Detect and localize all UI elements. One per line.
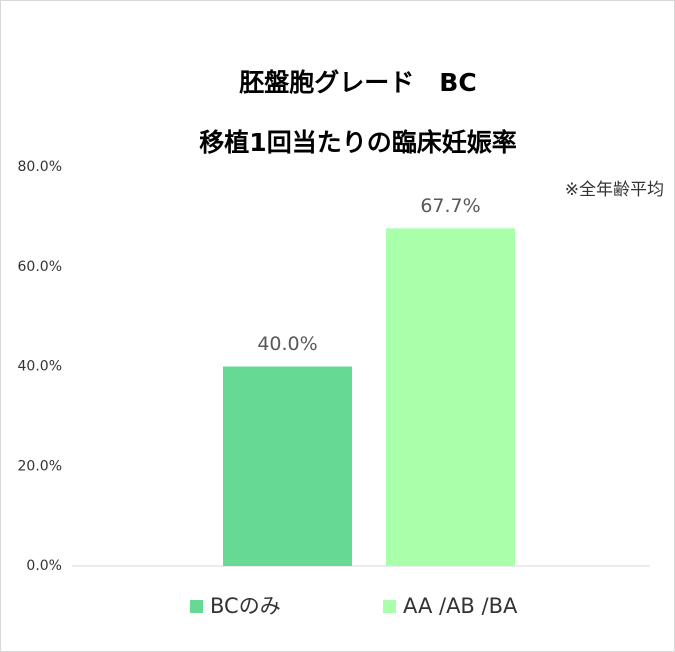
legend-label: BCのみ [210,594,281,618]
y-tick-label: 80.0% [18,159,62,175]
legend-swatch [190,600,203,613]
y-tick-label: 20.0% [18,458,62,474]
legend-label: AA /AB /BA [403,594,518,618]
value-label: 67.7% [420,195,480,217]
y-tick-label: 0.0% [26,558,62,574]
chart-title: 胚盤胞グレード BC [238,68,476,97]
value-label: 40.0% [257,333,317,355]
chart-subtitle: 移植1回当たりの臨床妊娠率 [199,128,516,157]
annotation: ※全年齢平均 [565,180,664,200]
legend-swatch [383,600,396,613]
y-tick-label: 40.0% [18,359,62,375]
bar [223,366,352,566]
y-tick-label: 60.0% [18,259,62,275]
bar [386,228,515,566]
